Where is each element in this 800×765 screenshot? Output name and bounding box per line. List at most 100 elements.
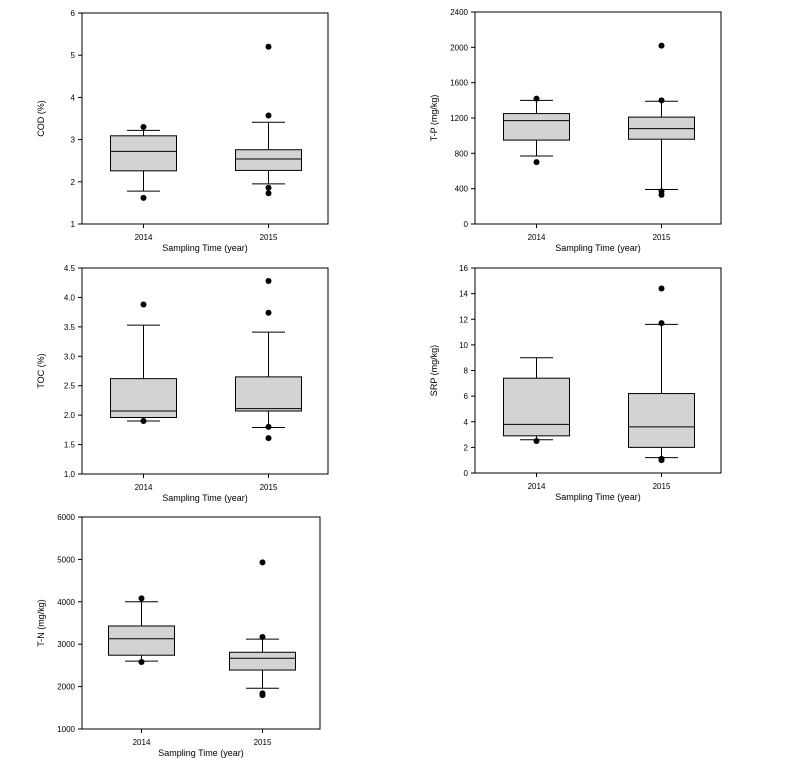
box-2015 <box>235 43 302 197</box>
box-2014 <box>110 123 177 201</box>
outlier-point <box>658 320 665 327</box>
plot-frame <box>81 12 329 225</box>
outlier-point <box>140 123 147 130</box>
x-tick-label: 2014 <box>135 233 153 242</box>
box-body <box>108 625 175 656</box>
outlier-point <box>265 190 272 197</box>
chart-panel-3: 1.0 1.5 2.0 2.5 3.0 3.5 4.0 4.5 TOC (%) 2014 2015 S… <box>36 264 329 503</box>
y-tick-label: 8 <box>464 367 469 376</box>
y-tick-label: 1200 <box>450 114 468 123</box>
y-tick-label: 12 <box>459 315 468 324</box>
box-2014 <box>503 357 570 444</box>
outlier-point <box>138 659 145 666</box>
y-tick-label: 2000 <box>57 683 75 692</box>
outlier-point <box>140 194 147 201</box>
y-tick-label: 3 <box>71 136 76 145</box>
box-2015 <box>628 42 695 198</box>
x-axis-label: Sampling Time (year) <box>162 243 248 253</box>
outlier-point <box>658 42 665 49</box>
y-tick-label: 3000 <box>57 640 75 649</box>
box-2014 <box>108 595 175 666</box>
outlier-point <box>138 595 145 602</box>
y-axis-label: COD (%) <box>36 100 46 137</box>
y-tick-label: 2.5 <box>64 382 76 391</box>
x-axis-label: Sampling Time (year) <box>162 493 248 503</box>
outlier-point <box>265 184 272 191</box>
outlier-point <box>265 423 272 430</box>
box-2015 <box>235 277 302 442</box>
y-tick-label: 3.0 <box>64 352 76 361</box>
x-axis-label: Sampling Time (year) <box>555 492 641 502</box>
box-body <box>503 377 570 437</box>
y-tick-label: 14 <box>459 290 468 299</box>
box-2014 <box>110 301 177 425</box>
outlier-point <box>140 418 147 425</box>
x-tick-label: 2014 <box>135 483 153 492</box>
outlier-point <box>658 457 665 464</box>
outlier-point <box>658 191 665 198</box>
x-tick-label: 2015 <box>254 738 272 747</box>
outlier-point <box>658 285 665 292</box>
outlier-point <box>259 559 266 566</box>
y-tick-label: 16 <box>459 264 468 273</box>
x-tick-label: 2015 <box>653 233 671 242</box>
y-axis-label: SRP (mg/kg) <box>429 345 439 396</box>
y-axis-label: T-P (mg/kg) <box>429 95 439 142</box>
outlier-point <box>533 159 540 166</box>
x-tick-label: 2014 <box>133 738 151 747</box>
plot-frame <box>81 516 321 730</box>
box-body <box>503 113 570 141</box>
y-tick-label: 4000 <box>57 598 75 607</box>
box-2015 <box>628 285 695 464</box>
outlier-point <box>533 95 540 102</box>
y-tick-label: 4 <box>464 418 469 427</box>
y-tick-label: 2 <box>71 178 76 187</box>
y-tick-label: 4 <box>71 93 76 102</box>
y-axis-label: TOC (%) <box>36 353 46 388</box>
y-tick-label: 4.5 <box>64 264 76 273</box>
y-tick-label: 1600 <box>450 79 468 88</box>
outlier-point <box>658 97 665 104</box>
outlier-point <box>259 633 266 640</box>
outlier-point <box>259 692 266 699</box>
box-body <box>110 378 177 418</box>
box-body <box>110 135 177 172</box>
y-tick-label: 2.0 <box>64 411 76 420</box>
y-tick-label: 2400 <box>450 8 468 17</box>
y-axis-label: T-N (mg/kg) <box>36 599 46 647</box>
box-body <box>628 393 695 448</box>
y-tick-label: 5000 <box>57 555 75 564</box>
box-body <box>235 149 302 171</box>
outlier-point <box>265 277 272 284</box>
box-2015 <box>229 559 296 699</box>
outlier-point <box>265 435 272 442</box>
y-tick-label: 1.5 <box>64 441 76 450</box>
y-tick-label: 4.0 <box>64 293 76 302</box>
chart-panel-5: 1000 2000 3000 4000 5000 6000 T-N (mg/kg) 2014 2… <box>36 513 321 758</box>
y-tick-label: 6 <box>464 392 469 401</box>
y-tick-label: 3.5 <box>64 323 76 332</box>
x-tick-label: 2015 <box>653 482 671 491</box>
outlier-point <box>265 43 272 50</box>
box-body <box>229 651 296 671</box>
outlier-point <box>533 437 540 444</box>
y-tick-label: 2000 <box>450 43 468 52</box>
y-tick-label: 6 <box>71 9 76 18</box>
outlier-point <box>140 301 147 308</box>
y-tick-label: 800 <box>455 149 469 158</box>
x-axis-label: Sampling Time (year) <box>555 243 641 253</box>
y-tick-label: 0 <box>464 220 469 229</box>
x-tick-label: 2015 <box>260 233 278 242</box>
y-tick-label: 1 <box>71 220 76 229</box>
y-tick-label: 400 <box>455 185 469 194</box>
box-2014 <box>503 95 570 166</box>
y-tick-label: 0 <box>464 469 469 478</box>
chart-panel-1: 1 2 3 4 5 6 COD (%) 2014 2015 Sampling Time (year… <box>36 9 329 253</box>
y-tick-label: 2 <box>464 443 469 452</box>
x-tick-label: 2014 <box>528 482 546 491</box>
box-body <box>235 376 302 412</box>
y-tick-label: 1.0 <box>64 470 76 479</box>
chart-panel-2: 0 400 800 1200 1600 2000 2400 T-P (mg/kg) 2014 20… <box>429 8 722 253</box>
